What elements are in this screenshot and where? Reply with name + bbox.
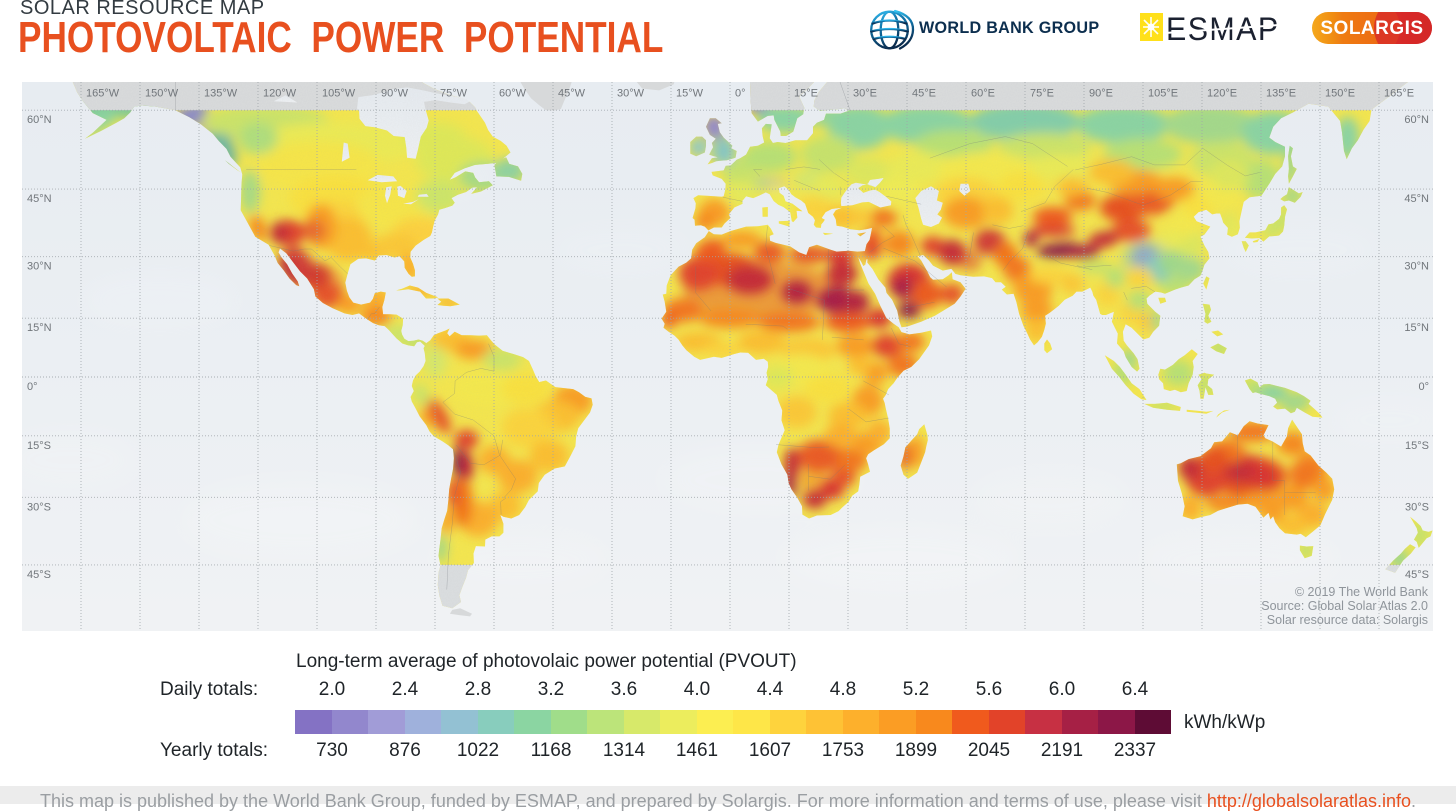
svg-text:165°E: 165°E xyxy=(1384,88,1414,100)
svg-text:60°N: 60°N xyxy=(1404,114,1429,126)
svg-text:60°N: 60°N xyxy=(27,114,52,126)
svg-text:15°N: 15°N xyxy=(1404,322,1429,334)
svg-text:Source: Global Solar Atlas 2.0: Source: Global Solar Atlas 2.0 xyxy=(1261,599,1428,613)
svg-text:120°W: 120°W xyxy=(263,88,297,100)
svg-text:150°E: 150°E xyxy=(1325,88,1355,100)
svg-text:75°E: 75°E xyxy=(1030,88,1054,100)
svg-text:45°S: 45°S xyxy=(27,569,51,581)
svg-text:60°W: 60°W xyxy=(499,88,527,100)
svg-text:15°E: 15°E xyxy=(794,88,818,100)
svg-text:Solar resource data: Solargis: Solar resource data: Solargis xyxy=(1267,613,1428,627)
svg-text:105°E: 105°E xyxy=(1148,88,1178,100)
svg-text:45°N: 45°N xyxy=(27,193,52,205)
svg-text:15°S: 15°S xyxy=(27,440,51,452)
svg-text:15°W: 15°W xyxy=(676,88,704,100)
svg-text:30°N: 30°N xyxy=(27,261,52,273)
svg-text:105°W: 105°W xyxy=(322,88,356,100)
svg-text:© 2019 The World Bank: © 2019 The World Bank xyxy=(1295,585,1429,599)
svg-text:0°: 0° xyxy=(27,381,38,393)
svg-text:75°W: 75°W xyxy=(440,88,468,100)
svg-text:60°E: 60°E xyxy=(971,88,995,100)
svg-text:45°W: 45°W xyxy=(558,88,586,100)
svg-text:0°: 0° xyxy=(735,88,746,100)
svg-text:150°W: 150°W xyxy=(145,88,179,100)
svg-text:90°W: 90°W xyxy=(381,88,409,100)
svg-text:165°W: 165°W xyxy=(86,88,120,100)
svg-text:30°N: 30°N xyxy=(1404,261,1429,273)
svg-text:15°N: 15°N xyxy=(27,322,52,334)
svg-text:0°: 0° xyxy=(1418,381,1429,393)
svg-text:90°E: 90°E xyxy=(1089,88,1113,100)
svg-text:30°S: 30°S xyxy=(27,501,51,513)
svg-text:45°N: 45°N xyxy=(1404,193,1429,205)
svg-text:45°E: 45°E xyxy=(912,88,936,100)
svg-text:120°E: 120°E xyxy=(1207,88,1237,100)
svg-text:135°W: 135°W xyxy=(204,88,238,100)
svg-text:30°E: 30°E xyxy=(853,88,877,100)
svg-text:15°S: 15°S xyxy=(1405,440,1429,452)
svg-text:30°S: 30°S xyxy=(1405,501,1429,513)
svg-text:135°E: 135°E xyxy=(1266,88,1296,100)
svg-text:30°W: 30°W xyxy=(617,88,645,100)
svg-text:45°S: 45°S xyxy=(1405,569,1429,581)
